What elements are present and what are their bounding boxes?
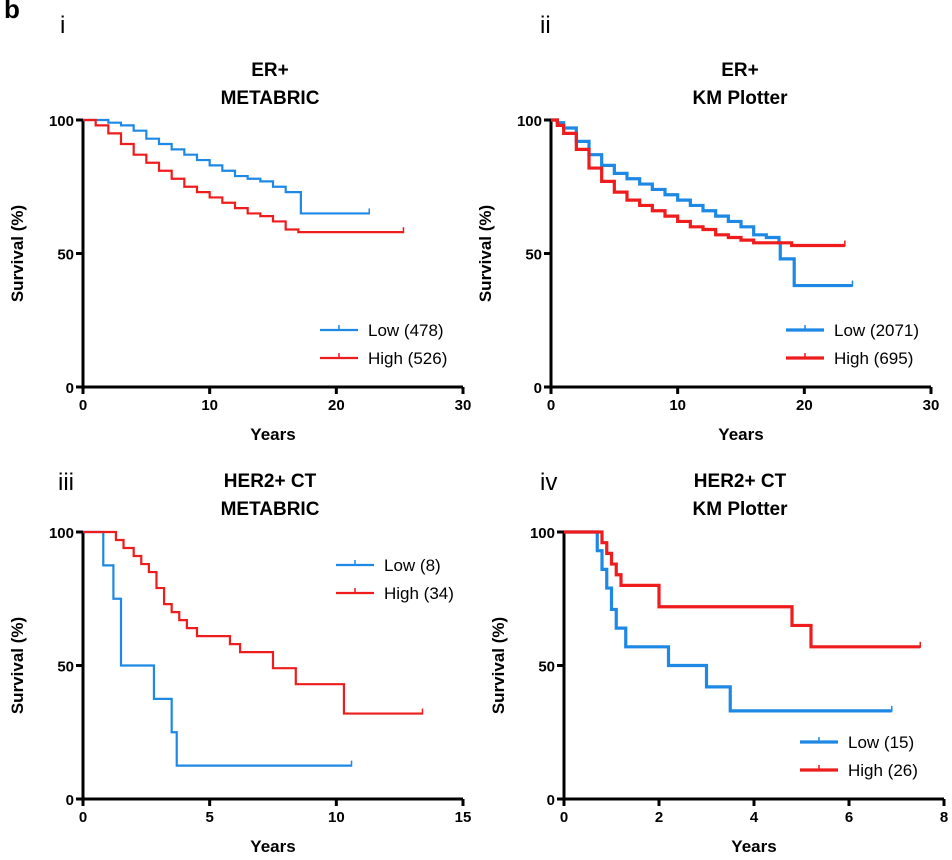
- y-tick-label: 100: [530, 525, 555, 542]
- x-axis-label: Years: [250, 425, 295, 444]
- x-axis-label: Years: [731, 837, 776, 856]
- chart-title-line: METABRIC: [221, 499, 320, 520]
- y-tick-label: 50: [525, 247, 542, 264]
- y-tick-label: 100: [517, 113, 542, 130]
- chart-panel-i: i ER+ METABRIC 0 50 100 0 10 20 30 Years Survival (…: [8, 12, 471, 444]
- x-tick-label: 10: [328, 809, 345, 826]
- x-tick-label: 0: [547, 397, 555, 414]
- legend-label: High (695): [834, 349, 913, 368]
- x-tick-label: 6: [845, 809, 853, 826]
- series-line-low: [551, 118, 853, 288]
- chart-title-line: ER+: [721, 60, 759, 81]
- chart-title-line: KM Plotter: [693, 88, 789, 109]
- y-tick-label: 0: [547, 792, 555, 809]
- x-tick-label: 15: [455, 809, 472, 826]
- x-axis-label: Years: [250, 837, 295, 856]
- panel-numeral: iii: [58, 469, 74, 496]
- y-tick-label: 50: [57, 247, 74, 264]
- legend-label: Low (15): [848, 733, 914, 752]
- x-axis-label: Years: [718, 425, 763, 444]
- legend-label: High (26): [848, 761, 918, 780]
- legend-label: High (34): [384, 584, 454, 603]
- chart-title-line: KM Plotter: [693, 499, 789, 520]
- x-tick-label: 0: [79, 809, 87, 826]
- y-tick-label: 100: [49, 525, 74, 542]
- y-tick-label: 0: [534, 380, 542, 397]
- series-line-low: [564, 530, 892, 713]
- y-tick-label: 0: [66, 792, 74, 809]
- x-tick-label: 10: [669, 397, 686, 414]
- series-line-low: [83, 118, 370, 215]
- x-tick-label: 30: [923, 397, 940, 414]
- panel-numeral: i: [60, 12, 65, 39]
- chart-panel-ii: ii ER+ KM Plotter 0 50 100 0 10 20 30 Years Surviva…: [476, 12, 939, 444]
- x-tick-label: 30: [455, 397, 472, 414]
- y-axis-label: Survival (%): [8, 617, 27, 714]
- panel-numeral: iv: [540, 469, 557, 496]
- x-tick-label: 4: [750, 809, 759, 826]
- y-tick-label: 50: [57, 659, 74, 676]
- x-tick-label: 0: [560, 809, 568, 826]
- series-line-high: [83, 530, 423, 715]
- x-tick-label: 10: [201, 397, 218, 414]
- y-tick-label: 50: [538, 659, 555, 676]
- series-line-high: [83, 118, 404, 234]
- chart-title-line: ER+: [251, 60, 289, 81]
- legend-label: Low (2071): [834, 321, 919, 340]
- y-axis-label: Survival (%): [476, 205, 495, 302]
- chart-panel-iv: iv HER2+ CT KM Plotter 0 50 100 0 2 4 6 8 Years Surv…: [489, 469, 948, 856]
- x-tick-label: 0: [79, 397, 87, 414]
- chart-title-line: HER2+ CT: [694, 471, 787, 492]
- x-tick-label: 5: [205, 809, 213, 826]
- y-axis-label: Survival (%): [8, 205, 27, 302]
- x-tick-label: 2: [655, 809, 663, 826]
- chart-title-line: HER2+ CT: [224, 471, 317, 492]
- legend-label: High (526): [368, 349, 447, 368]
- chart-title-line: METABRIC: [221, 88, 320, 109]
- y-tick-label: 100: [49, 113, 74, 130]
- legend-label: Low (8): [384, 556, 441, 575]
- chart-panel-iii: iii HER2+ CT METABRIC 0 50 100 0 5 10 15 Years Surv…: [8, 469, 471, 856]
- x-tick-label: 20: [796, 397, 813, 414]
- figure-panel-letter: b: [4, 0, 20, 24]
- series-line-low: [83, 530, 352, 767]
- y-axis-label: Survival (%): [489, 617, 508, 714]
- x-tick-label: 20: [328, 397, 345, 414]
- panel-numeral: ii: [540, 12, 551, 39]
- series-line-high: [564, 530, 921, 649]
- x-tick-label: 8: [940, 809, 948, 826]
- series-line-high: [551, 118, 845, 248]
- y-tick-label: 0: [66, 380, 74, 397]
- legend-label: Low (478): [368, 321, 444, 340]
